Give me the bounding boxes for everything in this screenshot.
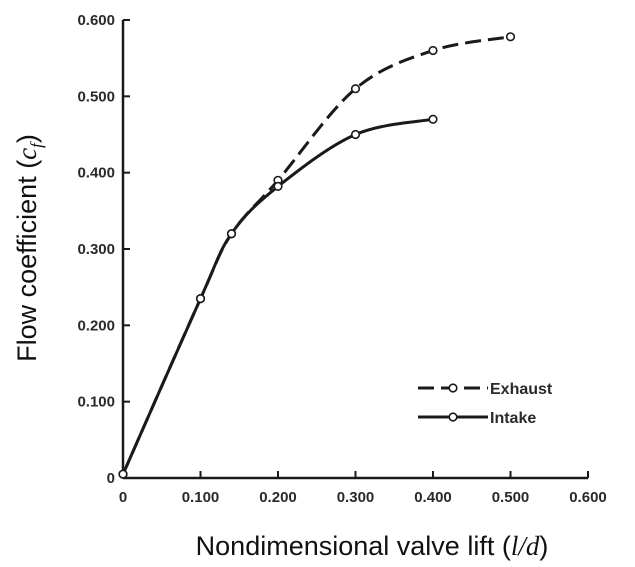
x-axis-title-suffix: ) (539, 531, 548, 561)
intake-data-point (273, 181, 283, 192)
y-axis-title: Flow coefficient (cf) (12, 134, 46, 362)
y-axis-title-suffix: ) (12, 134, 42, 143)
x-axis-title: Nondimensional valve lift (l/d) (196, 531, 549, 561)
y-tick-label: 0.200 (77, 317, 115, 334)
x-tick-label: 0 (119, 489, 127, 506)
x-tick-label: 0.200 (259, 489, 297, 506)
x-tick-label: 0.400 (414, 489, 452, 506)
intake-data-point (428, 114, 438, 124)
x-axis-title-prefix: Nondimensional valve lift ( (196, 531, 511, 561)
x-tick-label: 0.300 (337, 489, 375, 506)
y-tick-label: 0.500 (77, 88, 115, 105)
exhaust-legend-marker (448, 383, 458, 393)
exhaust-legend-label: Exhaust (490, 381, 553, 398)
y-tick-label: 0.300 (77, 241, 115, 258)
intake-legend-marker (448, 412, 458, 422)
intake-data-point (195, 294, 206, 304)
exhaust-data-point (505, 32, 516, 42)
intake-legend-label: Intake (490, 410, 536, 427)
y-tick-label: 0 (107, 470, 115, 487)
y-tick-label: 0.600 (77, 12, 115, 29)
intake-data-point (118, 469, 128, 479)
y-axis-title-subscript: f (27, 141, 46, 148)
exhaust-data-point (350, 84, 361, 94)
x-axis-ticks: 0 0.100 0.200 0.300 0.400 0.500 0.600 (119, 471, 607, 506)
y-axis-title-variable: c (12, 148, 42, 160)
y-axis-title-prefix: Flow coefficient ( (12, 160, 42, 362)
y-tick-label: 0.100 (77, 394, 115, 411)
intake-data-point (226, 229, 237, 239)
legend: Exhaust Intake (418, 381, 553, 427)
exhaust-data-point (428, 45, 438, 56)
series-layer (118, 32, 516, 479)
intake-series-line (121, 117, 434, 475)
x-axis-title-variable: l/d (511, 531, 540, 561)
x-tick-label: 0.100 (182, 489, 220, 506)
intake-data-point (350, 129, 361, 140)
y-tick-label: 0.400 (77, 165, 115, 182)
y-axis-ticks: 0 0.100 0.200 0.300 0.400 0.500 0.600 (77, 12, 130, 487)
exhaust-series-line (121, 35, 511, 475)
x-tick-label: 0.500 (492, 489, 530, 506)
x-tick-label: 0.600 (569, 489, 607, 506)
